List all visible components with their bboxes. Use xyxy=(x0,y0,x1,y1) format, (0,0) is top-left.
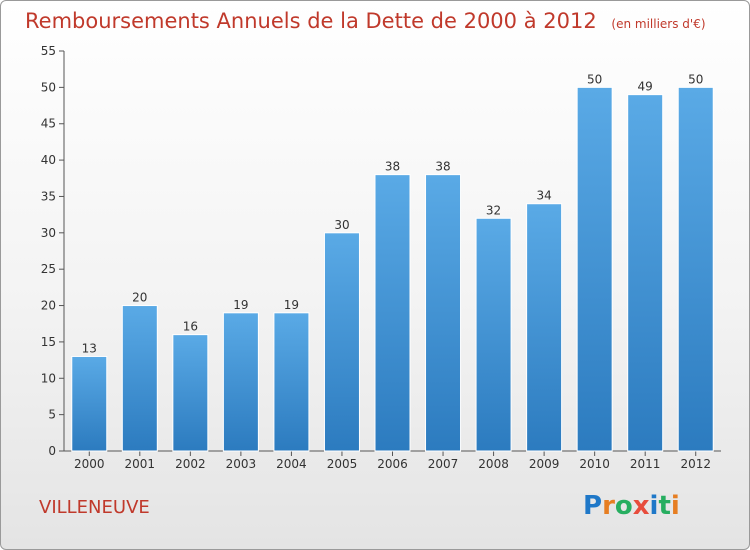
data-label: 19 xyxy=(284,298,299,312)
bar xyxy=(222,312,259,452)
y-tick-label: 0 xyxy=(48,444,56,458)
bar xyxy=(475,217,512,452)
x-tick-label: 2009 xyxy=(529,457,560,471)
x-tick-label: 2000 xyxy=(74,457,105,471)
x-tick-label: 2012 xyxy=(680,457,711,471)
data-label: 50 xyxy=(688,72,703,86)
data-label: 30 xyxy=(334,218,349,232)
bar xyxy=(425,174,462,452)
data-label: 38 xyxy=(435,160,450,174)
data-label: 49 xyxy=(638,80,653,94)
x-tick-label: 2006 xyxy=(377,457,408,471)
bar xyxy=(121,305,158,452)
bar xyxy=(526,203,563,452)
chart-unit: (en milliers d'€) xyxy=(611,17,706,31)
data-label: 32 xyxy=(486,203,501,217)
x-tick-label: 2003 xyxy=(226,457,257,471)
bar xyxy=(677,86,714,452)
y-tick-label: 15 xyxy=(41,335,56,349)
data-label: 20 xyxy=(132,291,147,305)
y-tick-label: 50 xyxy=(41,80,56,94)
y-tick-label: 30 xyxy=(41,226,56,240)
x-tick-label: 2002 xyxy=(175,457,206,471)
bar xyxy=(374,174,411,452)
city-name: VILLENEUVE xyxy=(39,497,150,518)
data-label: 34 xyxy=(536,189,551,203)
y-tick-label: 5 xyxy=(48,408,56,422)
bar xyxy=(627,94,664,452)
chart-title-text: Remboursements Annuels de la Dette de 20… xyxy=(25,9,597,33)
x-tick-label: 2004 xyxy=(276,457,307,471)
y-tick-label: 25 xyxy=(41,262,56,276)
bar xyxy=(323,232,360,452)
y-tick-label: 10 xyxy=(41,371,56,385)
x-tick-label: 2010 xyxy=(579,457,610,471)
data-label: 38 xyxy=(385,160,400,174)
y-tick-label: 55 xyxy=(41,44,56,58)
y-tick-label: 35 xyxy=(41,189,56,203)
data-label: 16 xyxy=(183,320,198,334)
y-tick-label: 40 xyxy=(41,153,56,167)
data-label: 19 xyxy=(233,298,248,312)
x-tick-label: 2005 xyxy=(327,457,358,471)
bar xyxy=(576,86,613,452)
proxiti-logo: Proxiti xyxy=(583,491,680,521)
x-tick-label: 2001 xyxy=(125,457,156,471)
x-tick-label: 2008 xyxy=(478,457,509,471)
bar xyxy=(71,355,108,452)
bar xyxy=(172,334,209,452)
y-tick-label: 45 xyxy=(41,117,56,131)
chart-title: Remboursements Annuels de la Dette de 20… xyxy=(25,9,706,33)
data-label: 13 xyxy=(82,341,97,355)
x-tick-label: 2011 xyxy=(630,457,661,471)
x-tick-label: 2007 xyxy=(428,457,459,471)
data-label: 50 xyxy=(587,72,602,86)
y-tick-label: 20 xyxy=(41,299,56,313)
bar xyxy=(273,312,310,452)
